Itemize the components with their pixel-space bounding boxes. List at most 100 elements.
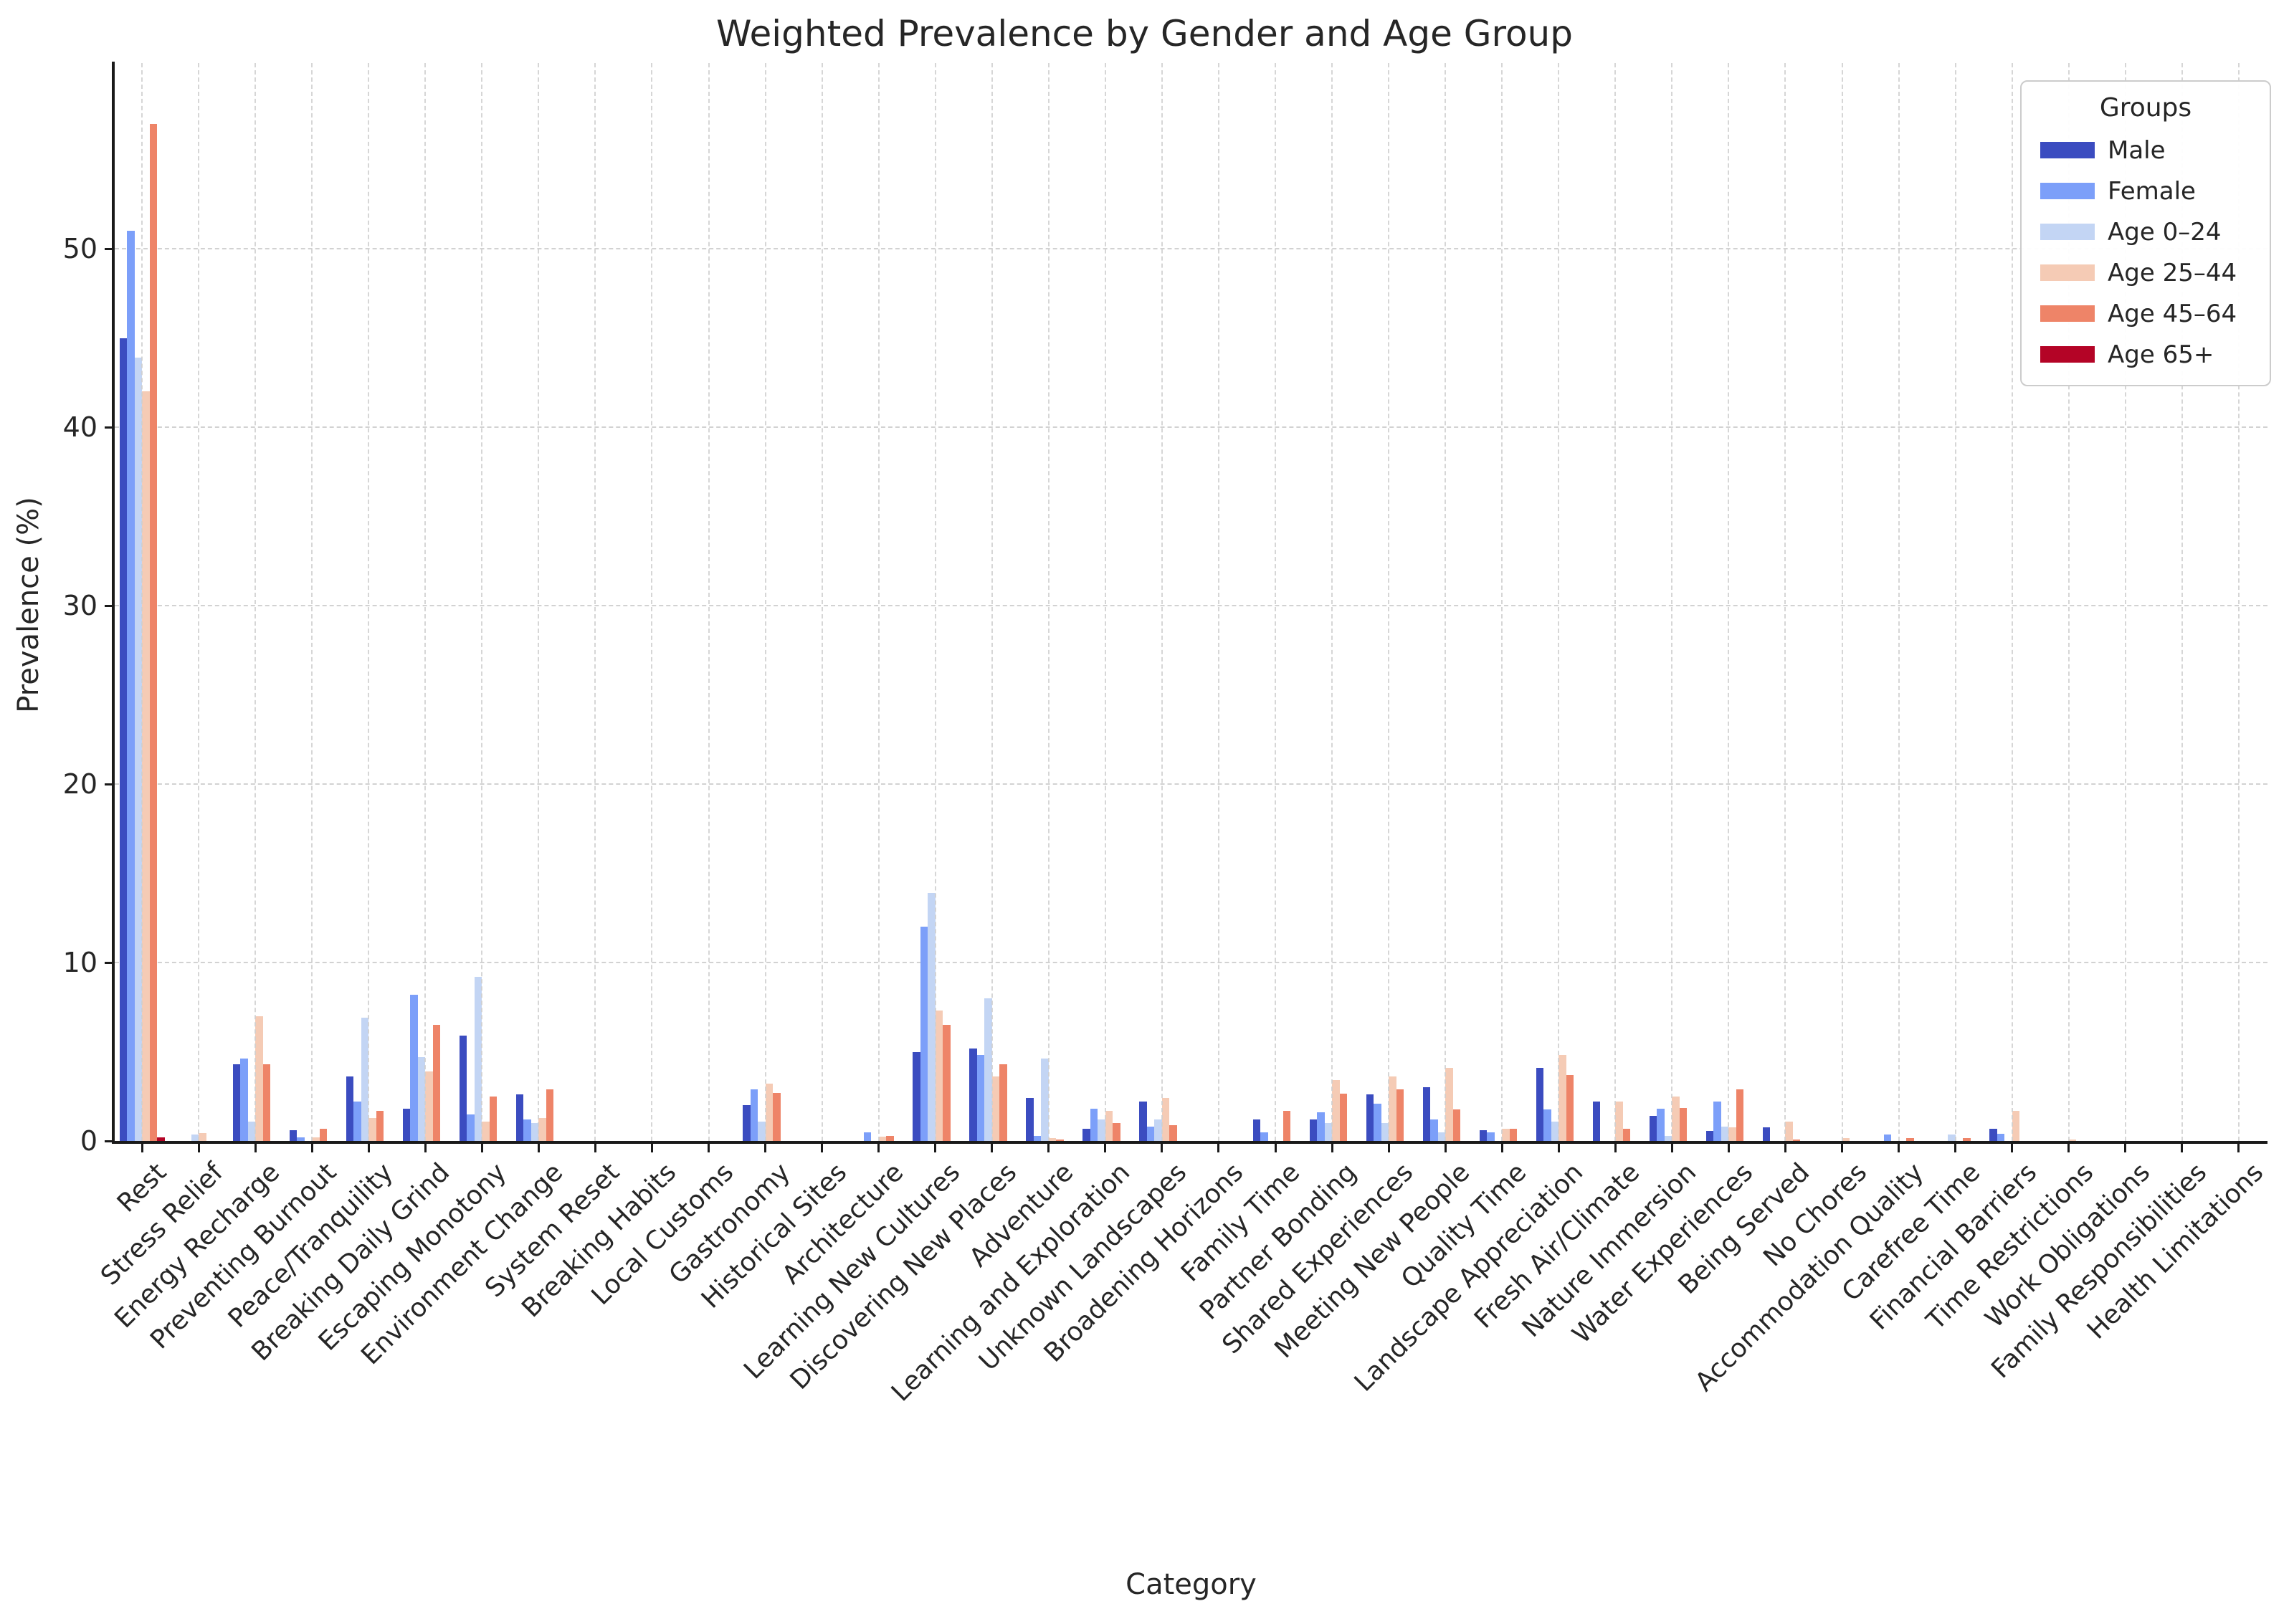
bar-male-23 bbox=[1422, 1087, 1431, 1141]
gridline-v bbox=[311, 63, 313, 1141]
bar-age-0-24-23 bbox=[1437, 1132, 1446, 1141]
gridline-v bbox=[1558, 63, 1560, 1141]
gridline-v bbox=[1275, 63, 1276, 1141]
bar-age-0-24-0 bbox=[134, 357, 142, 1141]
x-tick bbox=[650, 1142, 653, 1152]
bar-male-33 bbox=[1989, 1128, 1997, 1141]
bar-age-25-44-5 bbox=[425, 1071, 433, 1141]
bar-age-25-44-22 bbox=[1389, 1076, 1396, 1141]
bar-female-27 bbox=[1657, 1109, 1665, 1141]
x-tick bbox=[877, 1142, 880, 1152]
bar-age-0-24-1 bbox=[191, 1135, 199, 1141]
x-tick bbox=[821, 1142, 824, 1152]
x-tick bbox=[1387, 1142, 1390, 1152]
gridline-v bbox=[2067, 63, 2070, 1141]
gridline-v bbox=[1841, 63, 1843, 1141]
x-tick bbox=[1784, 1142, 1786, 1152]
y-tick bbox=[105, 783, 115, 785]
bar-age-25-44-11 bbox=[765, 1084, 774, 1141]
y-tick-label: 0 bbox=[80, 1125, 97, 1157]
bar-female-23 bbox=[1430, 1119, 1438, 1141]
x-tick bbox=[1898, 1142, 1900, 1152]
bar-age-0-24-2 bbox=[247, 1121, 256, 1141]
bar-male-16 bbox=[1026, 1098, 1034, 1141]
bar-age-25-44-33 bbox=[2012, 1110, 2020, 1141]
bar-age-0-24-5 bbox=[417, 1056, 426, 1141]
x-tick bbox=[1104, 1142, 1107, 1152]
gridline-v bbox=[2011, 63, 2013, 1141]
bar-age-25-44-16 bbox=[1048, 1138, 1057, 1141]
x-tick bbox=[310, 1142, 313, 1152]
gridline-v bbox=[2124, 63, 2126, 1141]
legend-swatch-age-65- bbox=[2040, 346, 2095, 363]
gridline-v bbox=[481, 63, 483, 1141]
bar-male-22 bbox=[1366, 1094, 1374, 1141]
bar-male-2 bbox=[232, 1064, 241, 1141]
bar-age-45-64-22 bbox=[1396, 1089, 1404, 1141]
legend-swatch-age-25-44 bbox=[2040, 264, 2095, 281]
gridline-v bbox=[254, 63, 257, 1141]
legend: Groups Male Female Age 0–24 Age 25–44 Age 45… bbox=[2020, 80, 2271, 386]
bar-female-20 bbox=[1260, 1132, 1268, 1141]
gridline-h bbox=[115, 783, 2267, 785]
bar-female-6 bbox=[467, 1114, 475, 1141]
bar-age-45-64-18 bbox=[1169, 1124, 1177, 1141]
y-tick-label: 20 bbox=[62, 768, 97, 800]
x-tick bbox=[1444, 1142, 1447, 1152]
legend-item-age-0-24: Age 0–24 bbox=[2022, 211, 2270, 252]
gridline-v bbox=[1388, 63, 1390, 1141]
legend-rows: Male Female Age 0–24 Age 25–44 Age 45–64 Age … bbox=[2022, 130, 2270, 375]
gridline-v bbox=[538, 63, 540, 1141]
bar-age-45-64-25 bbox=[1566, 1074, 1574, 1141]
bar-age-25-44-17 bbox=[1105, 1110, 1113, 1141]
y-tick-label: 50 bbox=[62, 233, 97, 264]
x-tick bbox=[1500, 1142, 1503, 1152]
bar-age-0-24-27 bbox=[1664, 1135, 1672, 1141]
bar-female-21 bbox=[1317, 1112, 1325, 1141]
legend-swatch-age-45-64 bbox=[2040, 305, 2095, 322]
bar-female-14 bbox=[920, 927, 928, 1141]
gridline-v bbox=[2181, 63, 2183, 1141]
bar-age-25-44-27 bbox=[1672, 1096, 1680, 1141]
gridline-v bbox=[368, 63, 370, 1141]
bar-male-0 bbox=[119, 338, 127, 1141]
bar-male-15 bbox=[969, 1048, 977, 1141]
gridline-h bbox=[115, 426, 2267, 428]
x-axis-label: Category bbox=[1126, 1568, 1257, 1601]
bar-age-45-64-23 bbox=[1452, 1109, 1461, 1141]
bar-age-0-24-28 bbox=[1721, 1127, 1729, 1141]
bar-male-25 bbox=[1536, 1067, 1544, 1141]
x-tick bbox=[1047, 1142, 1050, 1152]
x-tick bbox=[1727, 1142, 1730, 1152]
bar-age-45-64-14 bbox=[943, 1025, 951, 1141]
y-tick bbox=[105, 604, 115, 607]
gridline-v bbox=[877, 63, 880, 1141]
x-tick bbox=[2237, 1142, 2240, 1152]
chart-title: Weighted Prevalence by Gender and Age Gr… bbox=[716, 13, 1573, 54]
bar-male-3 bbox=[289, 1130, 298, 1141]
bar-age-25-44-2 bbox=[255, 1016, 263, 1141]
bar-age-0-24-32 bbox=[1948, 1135, 1956, 1141]
bar-age-0-24-17 bbox=[1098, 1119, 1105, 1141]
gridline-v bbox=[594, 63, 596, 1141]
x-tick bbox=[1841, 1142, 1843, 1152]
gridline-v bbox=[1898, 63, 1900, 1141]
legend-item-age-45-64: Age 45–64 bbox=[2022, 293, 2270, 334]
bar-age-0-24-18 bbox=[1154, 1119, 1162, 1141]
y-tick-label: 10 bbox=[62, 947, 97, 978]
bar-male-5 bbox=[402, 1109, 411, 1141]
bar-age-25-44-15 bbox=[991, 1076, 1000, 1141]
bar-male-18 bbox=[1139, 1102, 1147, 1141]
x-tick bbox=[2011, 1142, 2014, 1152]
bar-age-25-44-28 bbox=[1728, 1127, 1736, 1141]
bar-age-25-44-13 bbox=[878, 1136, 887, 1141]
legend-item-female: Female bbox=[2022, 171, 2270, 211]
bar-age-0-24-11 bbox=[758, 1121, 766, 1141]
bar-female-13 bbox=[863, 1132, 872, 1141]
bar-age-25-44-14 bbox=[935, 1011, 943, 1141]
y-tick bbox=[105, 1140, 115, 1142]
bar-age-45-64-15 bbox=[999, 1064, 1007, 1141]
x-tick bbox=[1557, 1142, 1560, 1152]
legend-title: Groups bbox=[2099, 93, 2192, 123]
